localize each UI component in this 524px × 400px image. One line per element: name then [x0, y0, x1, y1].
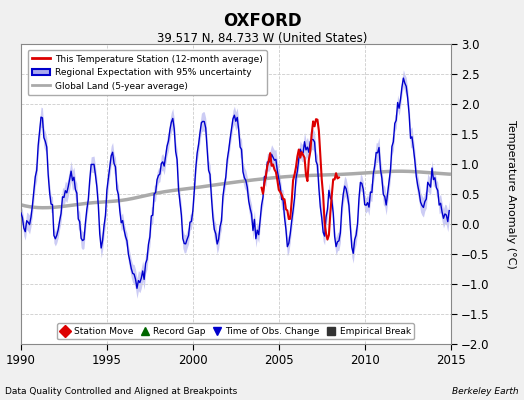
- Text: Data Quality Controlled and Aligned at Breakpoints: Data Quality Controlled and Aligned at B…: [5, 387, 237, 396]
- Text: OXFORD: OXFORD: [223, 12, 301, 30]
- Legend: Station Move, Record Gap, Time of Obs. Change, Empirical Break: Station Move, Record Gap, Time of Obs. C…: [57, 323, 414, 340]
- Text: Berkeley Earth: Berkeley Earth: [452, 387, 519, 396]
- Text: 39.517 N, 84.733 W (United States): 39.517 N, 84.733 W (United States): [157, 32, 367, 45]
- Y-axis label: Temperature Anomaly (°C): Temperature Anomaly (°C): [506, 120, 516, 268]
